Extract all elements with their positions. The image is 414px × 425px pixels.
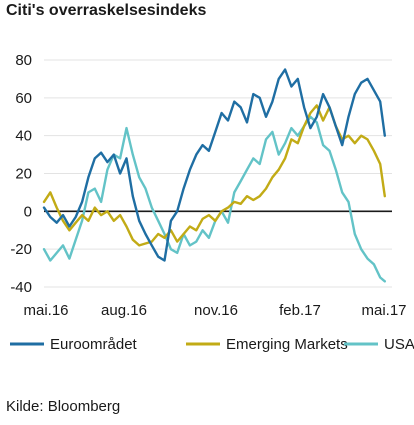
- x-axis-ticks: mai.16 aug.16 nov.16 feb.17 mai.17: [23, 302, 406, 319]
- x-tick-label: mai.17: [361, 302, 406, 319]
- x-tick-label: aug.16: [101, 302, 147, 319]
- source-note: Kilde: Bloomberg: [6, 398, 121, 415]
- legend: Euroområdet Emerging Markets USA: [10, 336, 414, 353]
- x-tick-label: feb.17: [279, 302, 321, 319]
- series-line-usa: [42, 115, 386, 283]
- y-tick-label: 60: [15, 90, 32, 107]
- line-chart: 80 60 40 20 0 -20 -40 mai.16 aug.16 nov.16 feb.17…: [10, 52, 414, 353]
- x-tick-label: mai.16: [23, 302, 68, 319]
- y-tick-label: 20: [15, 166, 32, 183]
- y-axis-ticks: 80 60 40 20 0 -20 -40: [10, 52, 32, 296]
- y-tick-label: 80: [15, 52, 32, 69]
- legend-label: USA: [384, 336, 414, 353]
- series-line-euroomr-det: [42, 68, 386, 262]
- y-tick-label: 0: [24, 203, 32, 220]
- y-tick-label: -20: [10, 241, 32, 258]
- series-lines: [42, 68, 386, 283]
- chart-title: Citi's overraskelsesindeks: [6, 2, 207, 19]
- y-tick-label: -40: [10, 279, 32, 296]
- y-tick-label: 40: [15, 128, 32, 145]
- legend-label: Euroområdet: [50, 336, 138, 353]
- grid-lines: [44, 59, 392, 288]
- legend-label: Emerging Markets: [226, 336, 348, 353]
- x-tick-label: nov.16: [194, 302, 238, 319]
